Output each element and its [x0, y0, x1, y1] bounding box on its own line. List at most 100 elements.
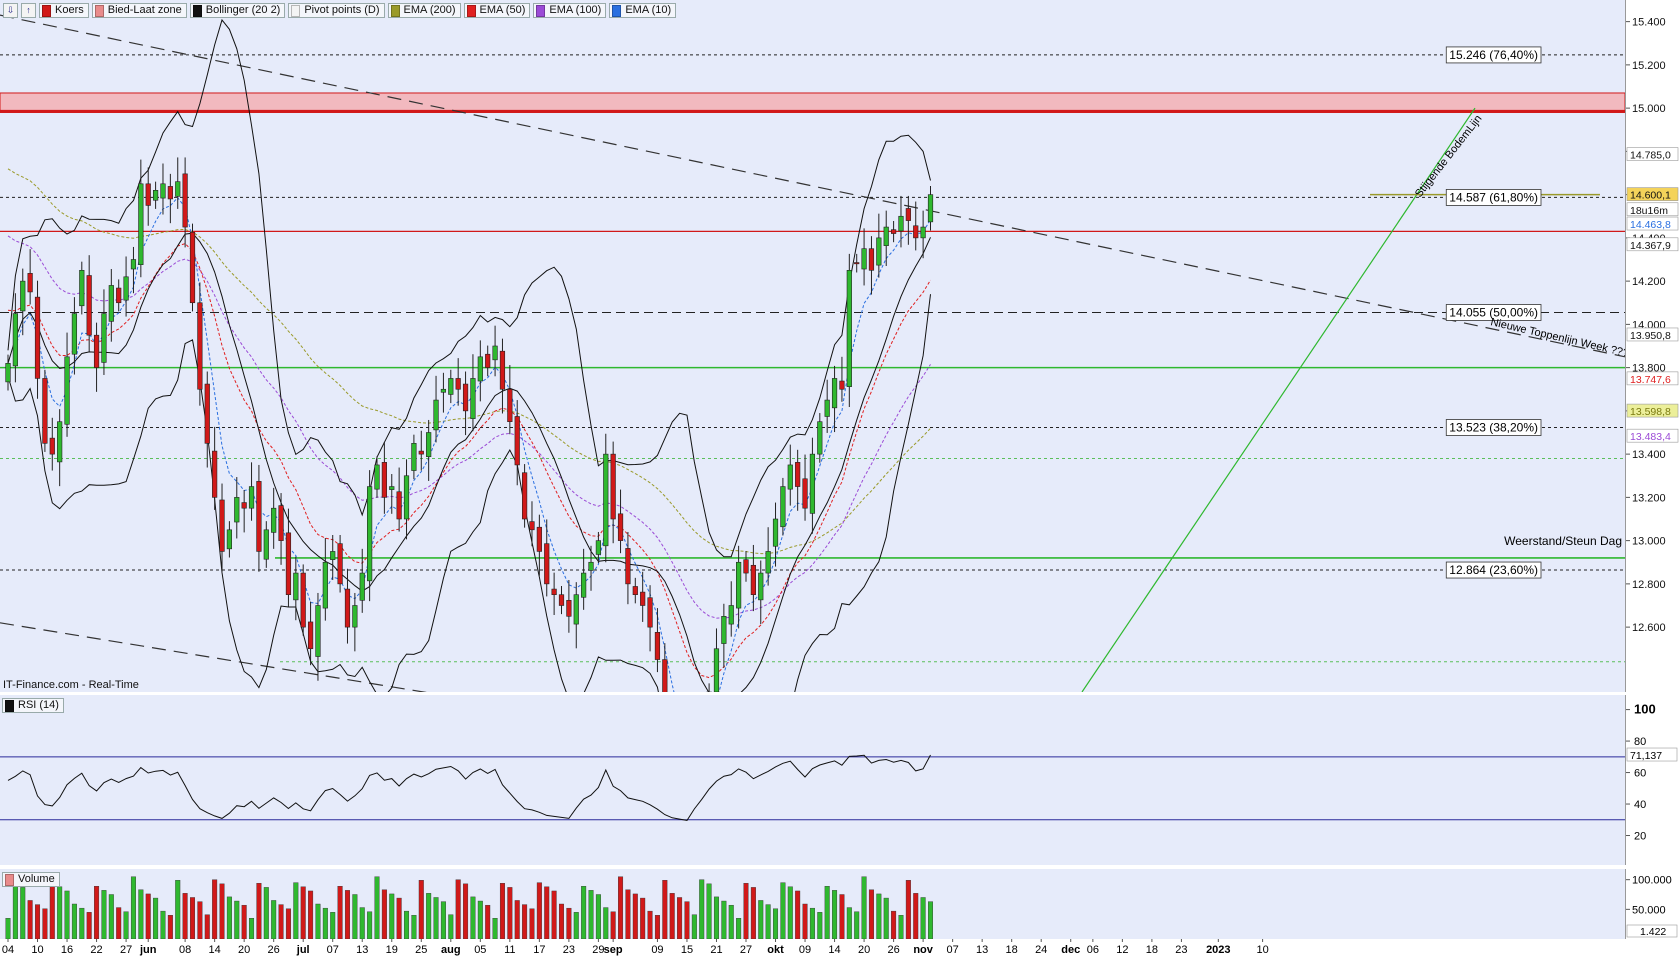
- candle: [809, 437, 816, 534]
- candle: [632, 577, 638, 604]
- volume-bar: [241, 904, 247, 939]
- legend-chip[interactable]: Bied-Laat zone: [91, 3, 187, 18]
- rsi-chart-svg[interactable]: [0, 695, 1625, 865]
- candle-body: [93, 334, 100, 368]
- legend-chip[interactable]: Koers: [39, 3, 89, 18]
- volume-bar: [167, 915, 173, 939]
- candle-body: [883, 226, 889, 246]
- candle-body: [780, 486, 786, 528]
- volume-bar: [876, 893, 882, 939]
- volume-label: Volume: [2, 872, 60, 887]
- zoom-toggle-button[interactable]: ⇩: [3, 3, 18, 18]
- volume-bar: [463, 883, 469, 939]
- volume-bar: [5, 918, 11, 939]
- candle-body: [455, 378, 461, 390]
- volume-bar: [551, 890, 557, 939]
- volume-bar: [344, 890, 350, 939]
- candle-body: [868, 248, 875, 271]
- candle: [271, 487, 277, 549]
- legend-chip[interactable]: EMA (10): [609, 3, 677, 18]
- volume-bar: [359, 907, 365, 939]
- volume-bar: [522, 904, 528, 939]
- volume-bar: [743, 883, 749, 939]
- legend-chip[interactable]: EMA (50): [463, 3, 531, 18]
- volume-bar: [898, 915, 904, 939]
- time-tick-label: 26: [887, 944, 899, 956]
- candle-body: [595, 540, 601, 555]
- falling-lower-line: [0, 622, 428, 692]
- time-tick-label: 06: [1087, 944, 1099, 956]
- chart-mode-button[interactable]: ↑: [21, 3, 36, 18]
- candle: [307, 601, 314, 666]
- candle: [204, 371, 210, 468]
- candle-body: [890, 229, 897, 234]
- volume-bar: [699, 879, 705, 939]
- candle-body: [647, 597, 653, 628]
- candle: [824, 379, 830, 433]
- candle-body: [728, 605, 734, 625]
- candle-body: [49, 437, 55, 455]
- fib-label: 14.055 (50,00%): [1449, 305, 1538, 319]
- price-tag: 13.483,4: [1630, 431, 1671, 443]
- legend-label: EMA (10): [625, 4, 672, 16]
- candle: [831, 365, 838, 433]
- legend-swatch: [291, 4, 301, 17]
- candle-body: [854, 262, 860, 265]
- price-chart-panel[interactable]: ⇩ ↑ Koers Bied-Laat zone Bollinger (20 2) P…: [0, 0, 1625, 692]
- candle-body: [381, 462, 387, 498]
- candle: [315, 592, 321, 681]
- volume-bar: [507, 887, 513, 939]
- candle-body: [750, 564, 756, 595]
- volume-bar: [455, 879, 461, 939]
- price-axis[interactable]: 15.40015.20015.00014.80014.60014.40014.2…: [1625, 0, 1679, 692]
- legend-chip[interactable]: EMA (100): [533, 3, 607, 18]
- candle-body: [204, 383, 210, 444]
- candle-body: [153, 190, 159, 201]
- candle-body: [160, 183, 166, 199]
- data-source-label: IT-Finance.com - Real-Time: [3, 679, 139, 691]
- legend-chip[interactable]: EMA (200): [387, 3, 461, 18]
- rsi-axis[interactable]: 100 80 60 40 20 71,137: [1625, 695, 1679, 865]
- candle: [57, 409, 63, 487]
- candle: [492, 325, 498, 377]
- candle: [352, 592, 358, 652]
- volume-axis[interactable]: 100.000 50.000 1.422: [1625, 869, 1679, 939]
- time-tick-label: 09: [651, 944, 663, 956]
- fib-label-box: [1445, 46, 1542, 64]
- price-tag-box: [1626, 403, 1679, 418]
- volume-bar: [64, 890, 70, 939]
- candle: [662, 643, 668, 692]
- volume-bar: [440, 901, 446, 939]
- volume-panel[interactable]: Volume: [0, 869, 1625, 939]
- volume-chart-svg[interactable]: [0, 869, 1625, 939]
- legend-label: EMA (50): [479, 4, 526, 16]
- ema200-line: [7, 168, 931, 555]
- candle-body: [448, 378, 454, 395]
- price-chart-svg[interactable]: 15.246 (76,40%) 14.587 (61,80%) 14.055 (50…: [0, 0, 1625, 692]
- time-tick-label: 23: [563, 944, 575, 956]
- candle-body: [278, 505, 284, 541]
- volume-bar: [721, 900, 727, 939]
- candle: [300, 564, 306, 636]
- volume-bar: [603, 907, 609, 939]
- volume-bar: [817, 912, 823, 939]
- candle-body: [57, 421, 63, 463]
- candle-body: [617, 513, 624, 541]
- volume-bar: [367, 911, 373, 939]
- legend-chip[interactable]: Pivot points (D): [288, 3, 385, 18]
- candle-body: [403, 475, 410, 520]
- time-axis[interactable]: 04 10 16 22 27 jun 08 14 20 26 jul 07 13 19 25 aug 05 11 1…: [0, 939, 1679, 957]
- time-tick-label: 07: [947, 944, 959, 956]
- candle: [817, 413, 823, 463]
- candle-body: [12, 313, 18, 367]
- chart-toolbar: ⇩ ↑ Koers Bied-Laat zone Bollinger (20 2) P…: [3, 3, 677, 18]
- fib-label-box: [1445, 419, 1542, 436]
- legend-chip[interactable]: Bollinger (20 2): [189, 3, 286, 18]
- candle-body: [182, 173, 188, 228]
- candle: [787, 444, 793, 506]
- candle: [212, 426, 218, 510]
- volume-bar: [20, 887, 26, 939]
- rsi-panel[interactable]: RSI (14): [0, 695, 1625, 865]
- candle: [344, 568, 351, 644]
- candle: [123, 256, 129, 317]
